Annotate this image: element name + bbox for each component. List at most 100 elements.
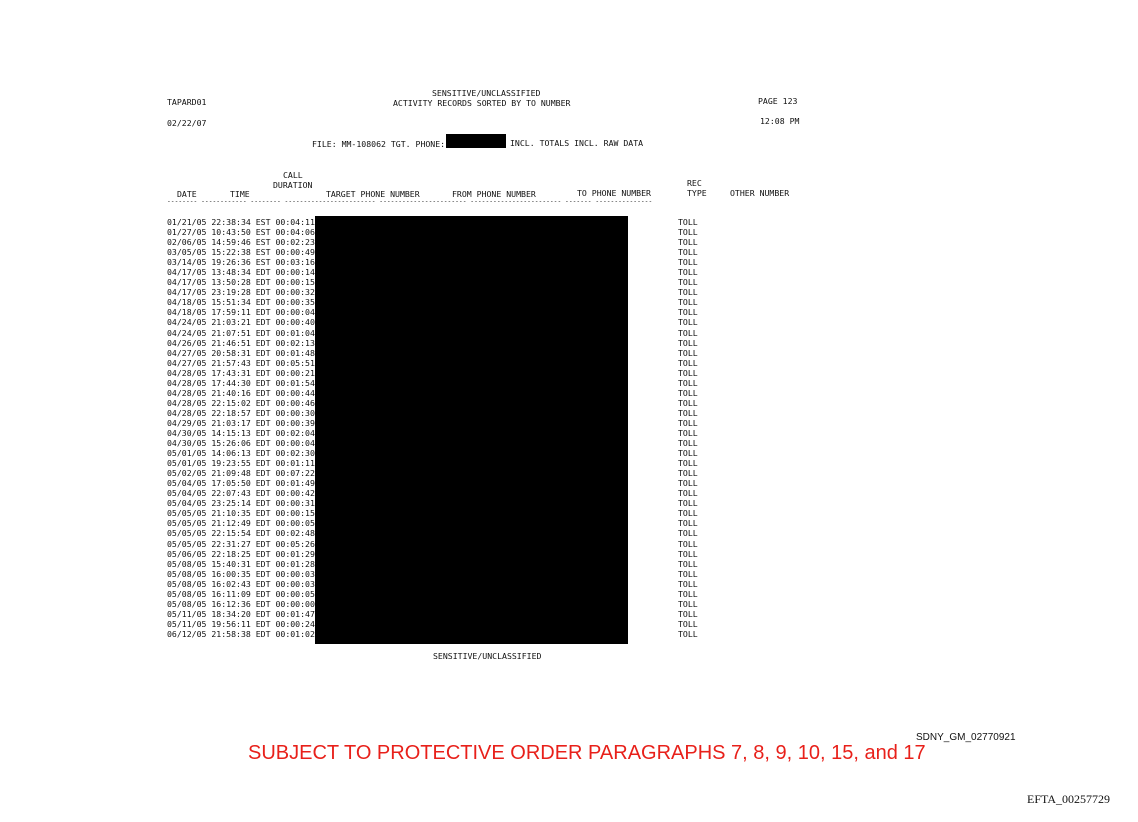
table-row: 05/01/05 19:23:55 EDT 00:01:11 bbox=[167, 458, 315, 468]
row-time: 22:38:34 EST bbox=[211, 217, 271, 227]
row-duration: 00:07:22 bbox=[275, 468, 315, 479]
row-time: 17:59:11 EDT bbox=[211, 307, 271, 318]
classification-header: SENSITIVE/UNCLASSIFIED bbox=[432, 88, 541, 98]
table-row: 05/11/05 19:56:11 EDT 00:00:24 bbox=[167, 619, 315, 629]
row-duration: 00:02:04 bbox=[275, 427, 315, 438]
row-duration: 00:00:31 bbox=[275, 498, 315, 509]
row-duration: 00:02:23 bbox=[275, 237, 315, 248]
row-date: 04/18/05 bbox=[167, 297, 207, 308]
table-row: 05/05/05 22:15:54 EDT 00:02:48 bbox=[167, 528, 315, 538]
row-duration: 00:02:13 bbox=[275, 337, 315, 348]
row-time: 17:44:30 EDT bbox=[211, 377, 271, 388]
row-duration: 00:00:40 bbox=[275, 317, 315, 328]
row-time: 23:19:28 EDT bbox=[211, 287, 271, 298]
row-rec-type: TOLL bbox=[678, 458, 698, 469]
row-duration: 00:00:15 bbox=[275, 277, 315, 288]
row-rec-type: TOLL bbox=[678, 568, 698, 579]
row-duration: 00:01:11 bbox=[275, 458, 315, 469]
row-duration: 00:00:32 bbox=[275, 287, 315, 298]
row-time: 22:18:25 EDT bbox=[211, 548, 271, 559]
records-table: 01/21/05 22:38:34 EST 00:04:11 01/27/05 1… bbox=[167, 217, 315, 639]
row-time: 13:50:28 EDT bbox=[211, 277, 271, 288]
row-rec-type: TOLL bbox=[678, 618, 698, 629]
row-duration: 00:00:30 bbox=[275, 407, 315, 418]
col-from-phone: FROM PHONE NUMBER bbox=[452, 189, 536, 199]
table-row: 05/05/05 22:31:27 EDT 00:05:26 bbox=[167, 539, 315, 549]
row-time: 15:40:31 EDT bbox=[211, 558, 271, 569]
table-row: 06/12/05 21:58:38 EDT 00:01:02 bbox=[167, 629, 315, 639]
row-time: 19:26:36 EST bbox=[211, 257, 271, 268]
row-rec-type: TOLL bbox=[678, 468, 698, 479]
row-duration: 00:01:04 bbox=[275, 327, 315, 338]
table-row: 05/05/05 21:10:35 EDT 00:00:15 bbox=[167, 508, 315, 518]
row-date: 05/08/05 bbox=[167, 598, 207, 609]
col-to-phone: TO PHONE NUMBER bbox=[577, 188, 651, 198]
row-rec-type: TOLL bbox=[678, 427, 698, 438]
rec-type-column: TOLL TOLL TOLL TOLL TOLL TOLL TOLL TOLL TOLL TOLL… bbox=[678, 217, 698, 639]
row-duration: 00:01:47 bbox=[275, 608, 315, 619]
row-rec-type: TOLL bbox=[678, 407, 698, 418]
row-date: 04/28/05 bbox=[167, 407, 207, 418]
row-date: 05/05/05 bbox=[167, 518, 207, 529]
row-date: 05/04/05 bbox=[167, 478, 207, 489]
table-row: 04/30/05 15:26:06 EDT 00:00:04 bbox=[167, 438, 315, 448]
row-rec-type: TOLL bbox=[678, 488, 698, 499]
table-row: 05/06/05 22:18:25 EDT 00:01:29 bbox=[167, 549, 315, 559]
row-date: 04/26/05 bbox=[167, 337, 207, 348]
row-duration: 00:00:00 bbox=[275, 598, 315, 609]
row-time: 15:51:34 EDT bbox=[211, 297, 271, 308]
row-date: 01/27/05 bbox=[167, 227, 207, 238]
row-rec-type: TOLL bbox=[678, 438, 698, 449]
row-date: 01/21/05 bbox=[167, 217, 207, 227]
row-time: 23:25:14 EDT bbox=[211, 498, 271, 509]
row-date: 05/08/05 bbox=[167, 558, 207, 569]
row-rec-type: TOLL bbox=[678, 608, 698, 619]
page-number: PAGE 123 bbox=[758, 96, 798, 106]
table-row: 05/04/05 22:07:43 EDT 00:00:42 bbox=[167, 488, 315, 498]
row-rec-type: TOLL bbox=[678, 628, 698, 639]
row-rec-type: TOLL bbox=[678, 347, 698, 358]
row-rec-type: TOLL bbox=[678, 367, 698, 378]
row-rec-type: TOLL bbox=[678, 387, 698, 398]
protective-order-notice: SUBJECT TO PROTECTIVE ORDER PARAGRAPHS 7… bbox=[248, 742, 926, 764]
row-rec-type: TOLL bbox=[678, 528, 698, 539]
row-date: 04/18/05 bbox=[167, 307, 207, 318]
row-date: 04/30/05 bbox=[167, 438, 207, 449]
row-duration: 00:00:03 bbox=[275, 568, 315, 579]
row-duration: 00:00:35 bbox=[275, 297, 315, 308]
row-time: 16:02:43 EDT bbox=[211, 578, 271, 589]
row-time: 22:15:54 EDT bbox=[211, 528, 271, 539]
row-duration: 00:01:29 bbox=[275, 548, 315, 559]
row-rec-type: TOLL bbox=[678, 217, 698, 227]
row-time: 16:00:35 EDT bbox=[211, 568, 271, 579]
col-type: TYPE bbox=[687, 188, 707, 198]
row-date: 05/05/05 bbox=[167, 508, 207, 519]
row-time: 21:09:48 EDT bbox=[211, 468, 271, 479]
row-date: 05/04/05 bbox=[167, 488, 207, 499]
redaction-phone-numbers bbox=[315, 216, 628, 644]
row-time: 15:26:06 EDT bbox=[211, 438, 271, 449]
row-rec-type: TOLL bbox=[678, 558, 698, 569]
table-row: 04/27/05 20:58:31 EDT 00:01:48 bbox=[167, 348, 315, 358]
row-rec-type: TOLL bbox=[678, 548, 698, 559]
program-id: TAPARD01 bbox=[167, 97, 207, 107]
row-date: 03/05/05 bbox=[167, 247, 207, 258]
table-row: 05/02/05 21:09:48 EDT 00:07:22 bbox=[167, 468, 315, 478]
row-duration: 00:00:15 bbox=[275, 508, 315, 519]
table-row: 05/11/05 18:34:20 EDT 00:01:47 bbox=[167, 609, 315, 619]
row-duration: 00:05:51 bbox=[275, 357, 315, 368]
row-duration: 00:00:46 bbox=[275, 397, 315, 408]
row-rec-type: TOLL bbox=[678, 237, 698, 248]
efta-number: EFTA_00257729 bbox=[1027, 792, 1111, 806]
col-target-phone: TARGET PHONE NUMBER bbox=[326, 189, 420, 199]
table-row: 04/28/05 22:15:02 EDT 00:00:46 bbox=[167, 398, 315, 408]
row-rec-type: TOLL bbox=[678, 327, 698, 338]
row-rec-type: TOLL bbox=[678, 598, 698, 609]
col-time: TIME bbox=[230, 189, 250, 199]
row-rec-type: TOLL bbox=[678, 448, 698, 459]
row-duration: 00:00:03 bbox=[275, 578, 315, 589]
row-time: 21:12:49 EDT bbox=[211, 518, 271, 529]
row-time: 17:43:31 EDT bbox=[211, 367, 271, 378]
row-date: 04/28/05 bbox=[167, 387, 207, 398]
table-row: 05/04/05 23:25:14 EDT 00:00:31 bbox=[167, 498, 315, 508]
